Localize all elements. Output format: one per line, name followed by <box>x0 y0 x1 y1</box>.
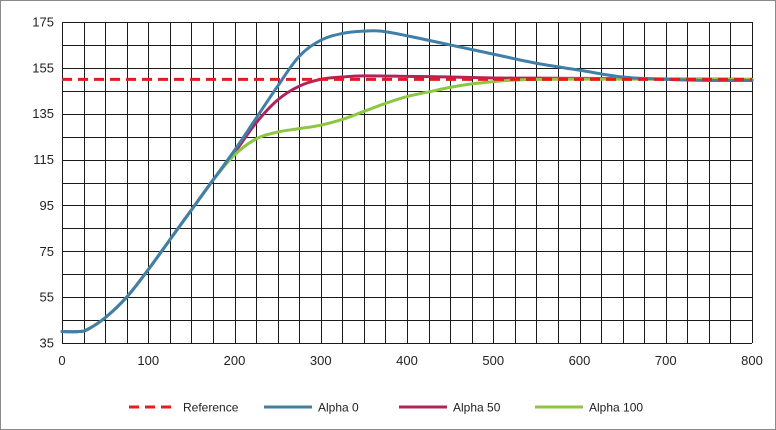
legend-item-alpha-0: Alpha 0 <box>264 401 359 415</box>
y-tick-label: 75 <box>40 244 54 259</box>
x-tick-label: 700 <box>655 353 677 368</box>
legend: Reference Alpha 0 Alpha 50 Alpha 100 <box>129 401 643 415</box>
legend-item-reference: Reference <box>129 401 239 415</box>
x-tick-label: 0 <box>58 353 65 368</box>
y-tick-label: 135 <box>32 106 54 121</box>
y-tick-label: 155 <box>32 60 54 75</box>
legend-item-alpha-100: Alpha 100 <box>535 401 643 415</box>
y-tick-label: 175 <box>32 15 54 30</box>
legend-label: Alpha 0 <box>318 401 359 415</box>
x-tick-label: 800 <box>741 353 763 368</box>
y-tick-label: 115 <box>33 152 54 167</box>
x-tick-label: 600 <box>569 353 591 368</box>
grid-lines <box>62 22 753 344</box>
y-tick-label: 95 <box>40 198 54 213</box>
legend-label: Reference <box>183 401 239 415</box>
series-line-alpha-0 <box>60 29 754 334</box>
series-lines <box>60 29 754 334</box>
legend-label: Alpha 100 <box>589 401 643 415</box>
x-tick-label: 300 <box>310 353 332 368</box>
tick-labels: 35 55 75 95 115 135 155 175 0 100 200 300 400 500 600 7… <box>32 15 763 369</box>
x-tick-label: 500 <box>482 353 504 368</box>
x-tick-label: 100 <box>137 353 159 368</box>
y-tick-label: 35 <box>40 336 54 351</box>
legend-item-alpha-50: Alpha 50 <box>399 401 501 415</box>
legend-label: Alpha 50 <box>453 401 501 415</box>
x-tick-label: 400 <box>396 353 418 368</box>
x-tick-label: 200 <box>224 353 246 368</box>
y-tick-label: 55 <box>40 290 54 305</box>
